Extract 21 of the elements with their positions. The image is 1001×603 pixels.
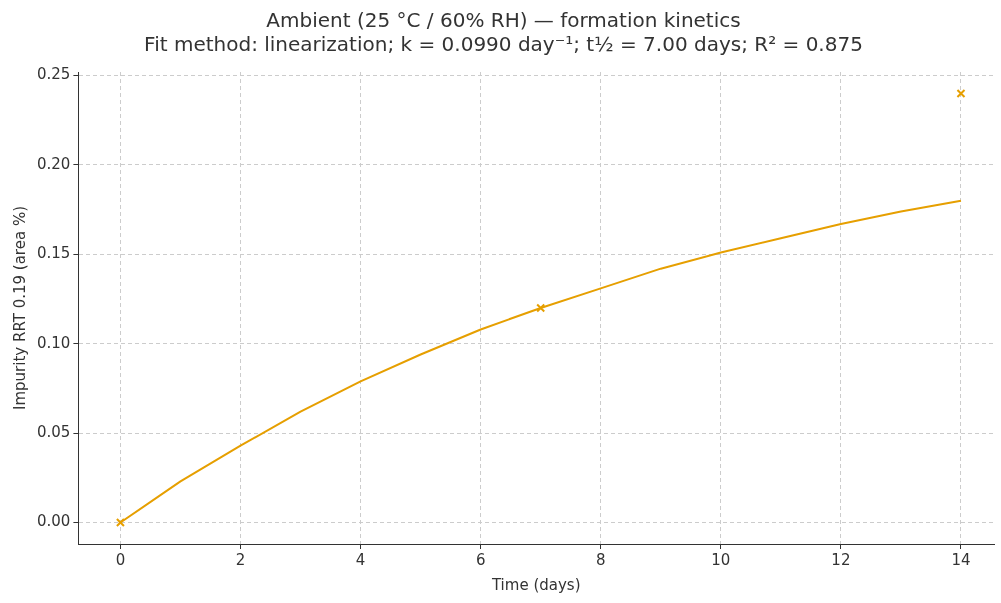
y-tick-label: 0.00 [36,512,71,531]
x-tick-label: 10 [711,550,731,569]
x-tick-label: 2 [235,550,246,569]
chart-title: Ambient (25 °C / 60% RH) — formation kinetics [266,8,741,33]
y-tick-label: 0.10 [36,333,71,352]
point [956,88,966,98]
y-tick-label: 0.20 [36,154,71,173]
x-tick-label: 14 [951,550,971,569]
x-tick-label: 6 [475,550,486,569]
y-tick-label: 0.15 [36,244,71,263]
x-axis-title: Time (days) [490,575,581,594]
x-tick-label: 0 [115,550,126,569]
x-tick-label: 8 [595,550,606,569]
point [536,303,546,313]
y-tick-label: 0.05 [36,423,71,442]
chart-subtitle: Fit method: linearization; k = 0.0990 day⁻¹; t½ = 7.00 days; R² = 0.875 [144,32,863,57]
y-axis-title: Impurity RRT 0.19 (area %) [10,206,29,410]
y-tick-label: 0.25 [36,65,71,84]
point [115,518,125,528]
x-tick-label: 12 [831,550,851,569]
x-tick-label: 4 [355,550,366,569]
